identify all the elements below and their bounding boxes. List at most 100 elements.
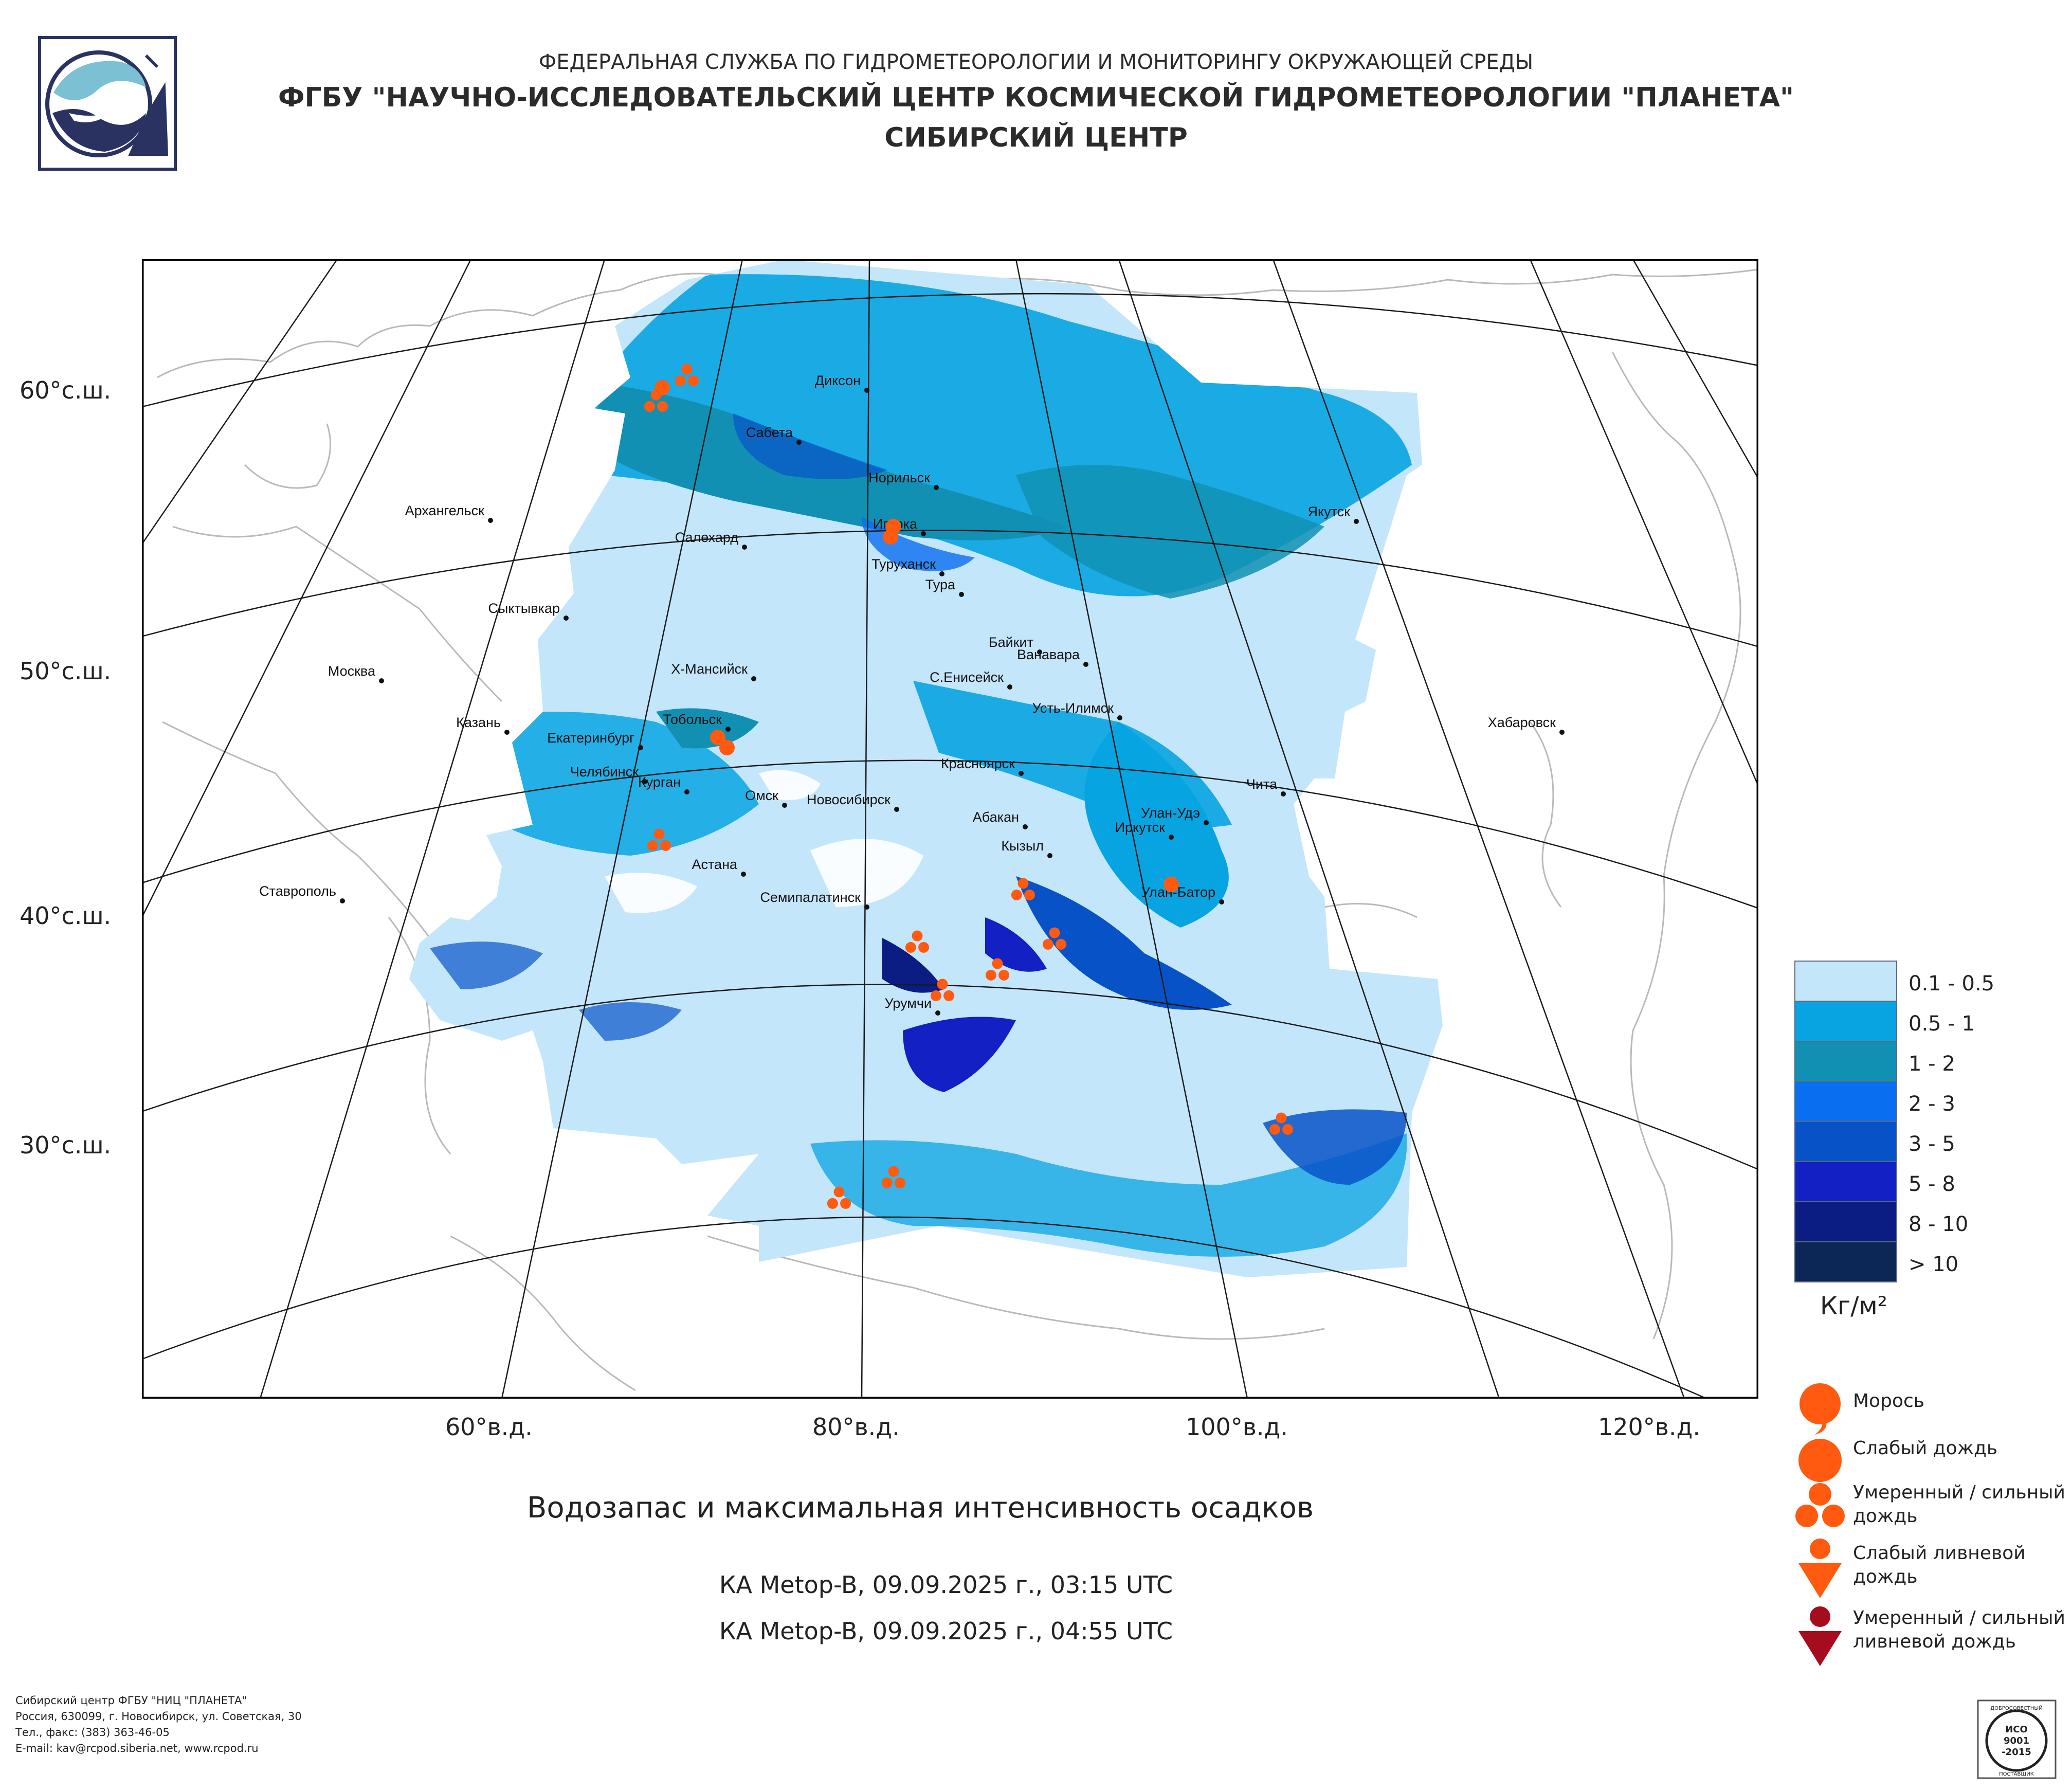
legend-bin: 3 - 5 bbox=[1794, 1121, 2062, 1162]
city-dot bbox=[379, 678, 384, 683]
light-rain-icon bbox=[1798, 1439, 1842, 1482]
city-dot bbox=[939, 571, 944, 576]
city-label: Х-Мансийск bbox=[671, 661, 748, 677]
legend-swatch bbox=[1794, 961, 1897, 1002]
satellite-pass-2: КА Metop-B, 09.09.2025 г., 04:55 UTC bbox=[719, 1617, 1173, 1645]
city-dot bbox=[1047, 853, 1052, 858]
city-dot bbox=[638, 745, 643, 750]
moderate-rain-marker bbox=[647, 840, 658, 851]
city-label: Тура bbox=[925, 577, 956, 592]
city-label: Норильск bbox=[868, 470, 930, 485]
city-dot bbox=[934, 485, 939, 490]
city-dot bbox=[1219, 899, 1224, 904]
legend-label: 2 - 3 bbox=[1909, 1092, 1955, 1116]
moderate-rain-marker bbox=[992, 958, 1003, 969]
city-dot bbox=[1019, 771, 1024, 776]
moderate-rain-marker bbox=[998, 969, 1010, 981]
city-dot bbox=[894, 807, 899, 812]
moderate-rain-marker bbox=[1017, 878, 1029, 889]
moderate-rain-marker bbox=[1056, 938, 1067, 950]
lat-label-30: 30°с.ш. bbox=[20, 1131, 112, 1159]
light-rain-marker bbox=[719, 740, 735, 755]
center-title: СИБИРСКИЙ ЦЕНТР bbox=[884, 122, 1188, 153]
legend-label: 5 - 8 bbox=[1909, 1172, 1955, 1196]
city-label: Сабета bbox=[746, 425, 793, 440]
city-label: Сыктывкар bbox=[488, 601, 560, 616]
moderate-rain-marker bbox=[1276, 1112, 1287, 1124]
iso-text-1: ИСО bbox=[2005, 1724, 2028, 1735]
moderate-rain-marker bbox=[688, 375, 699, 386]
city-label: Салехард bbox=[675, 530, 739, 545]
iso-top-text: ДОБРОСОВЕСТНЫЙ bbox=[1990, 1705, 2042, 1711]
heavy-shower-icon bbox=[1798, 1606, 1842, 1666]
city-label: Ванавара bbox=[1017, 647, 1080, 662]
moderate-rain-marker bbox=[1269, 1124, 1280, 1135]
footer-line: Тел., факс: (383) 363-46-05 bbox=[15, 1726, 170, 1739]
city-dot bbox=[751, 676, 756, 681]
moderate-rain-marker bbox=[675, 375, 686, 386]
city-dot bbox=[782, 803, 787, 808]
city-label: Байкит bbox=[989, 635, 1033, 650]
legend-bin: 2 - 3 bbox=[1794, 1081, 2062, 1122]
footer-line: Россия, 630099, г. Новосибирск, ул. Сове… bbox=[15, 1710, 302, 1723]
light-rain-marker bbox=[710, 730, 725, 745]
light-rain-marker bbox=[1164, 877, 1179, 892]
city-label: Архангельск bbox=[405, 503, 485, 518]
moderate-rain-marker bbox=[912, 930, 923, 942]
city-label: Новосибирск bbox=[807, 792, 890, 807]
lon-label-60: 60°в.д. bbox=[445, 1413, 533, 1441]
moderate-rain-marker bbox=[657, 401, 668, 412]
city-dot bbox=[864, 388, 869, 393]
city-label: Ставрополь bbox=[259, 883, 336, 899]
footer-line: Сибирский центр ФГБУ "НИЦ "ПЛАНЕТА" bbox=[15, 1694, 247, 1707]
legend-swatch bbox=[1794, 1161, 1897, 1202]
moderate-rain-label: Умеренный / сильный дождь bbox=[1853, 1482, 2065, 1527]
light-shower-label: Слабый ливневой дождь bbox=[1853, 1543, 2026, 1587]
contact-footer: Сибирский центр ФГБУ "НИЦ "ПЛАНЕТА" Росс… bbox=[15, 1693, 302, 1757]
city-dot bbox=[1007, 684, 1012, 690]
city-label: Туруханск bbox=[871, 556, 936, 572]
city-label: Тобольск bbox=[663, 712, 722, 727]
city-label: Омск bbox=[745, 788, 778, 803]
legend-swatch bbox=[1794, 1001, 1897, 1042]
map-title: Водозапас и максимальная интенсивность о… bbox=[527, 1491, 1314, 1525]
moderate-rain-marker bbox=[653, 828, 665, 840]
map-frame bbox=[142, 259, 1758, 1399]
moderate-rain-marker bbox=[1024, 889, 1035, 900]
city-dot bbox=[741, 872, 746, 877]
legend-swatch bbox=[1794, 1201, 1897, 1242]
legend-swatch bbox=[1794, 1081, 1897, 1122]
moderate-rain-marker bbox=[895, 1177, 906, 1188]
city-dot bbox=[796, 440, 802, 445]
graticule bbox=[142, 259, 1758, 1399]
moderate-rain-marker bbox=[905, 942, 916, 953]
city-dot bbox=[340, 898, 345, 903]
moderate-rain-marker bbox=[881, 1177, 893, 1188]
city-label: Семипалатинск bbox=[760, 890, 861, 905]
city-dot bbox=[959, 592, 964, 597]
lat-label-60: 60°с.ш. bbox=[20, 376, 112, 404]
iso-text-2: 9001 bbox=[2004, 1735, 2029, 1746]
moderate-rain-marker bbox=[660, 840, 671, 851]
city-dot bbox=[642, 779, 647, 784]
city-label: Якутск bbox=[1308, 504, 1351, 519]
moderate-rain-marker bbox=[1042, 938, 1053, 950]
moderate-rain-marker bbox=[840, 1198, 851, 1209]
city-dot bbox=[742, 545, 747, 550]
city-dot bbox=[684, 789, 689, 794]
legend-label: 0.5 - 1 bbox=[1909, 1012, 1975, 1036]
lat-label-50: 50°с.ш. bbox=[20, 657, 112, 685]
legend-label: 8 - 10 bbox=[1909, 1213, 1969, 1236]
iso-certification-badge: ДОБРОСОВЕСТНЫЙ ИСО 9001 -2015 ПОСТАВЩИК bbox=[1977, 1699, 2057, 1779]
city-dot bbox=[921, 531, 926, 536]
precipitation-field bbox=[409, 260, 1443, 1277]
city-dot bbox=[1204, 820, 1209, 825]
iso-text-3: -2015 bbox=[2002, 1747, 2031, 1758]
legend-bin: > 10 bbox=[1794, 1241, 2062, 1282]
moderate-rain-marker bbox=[930, 990, 941, 1001]
legend-label: 0.1 - 0.5 bbox=[1909, 972, 1995, 996]
city-dot bbox=[1117, 715, 1122, 720]
city-label: Хабаровск bbox=[1488, 715, 1556, 730]
city-dot bbox=[725, 727, 731, 732]
moderate-rain-marker bbox=[1282, 1124, 1294, 1135]
